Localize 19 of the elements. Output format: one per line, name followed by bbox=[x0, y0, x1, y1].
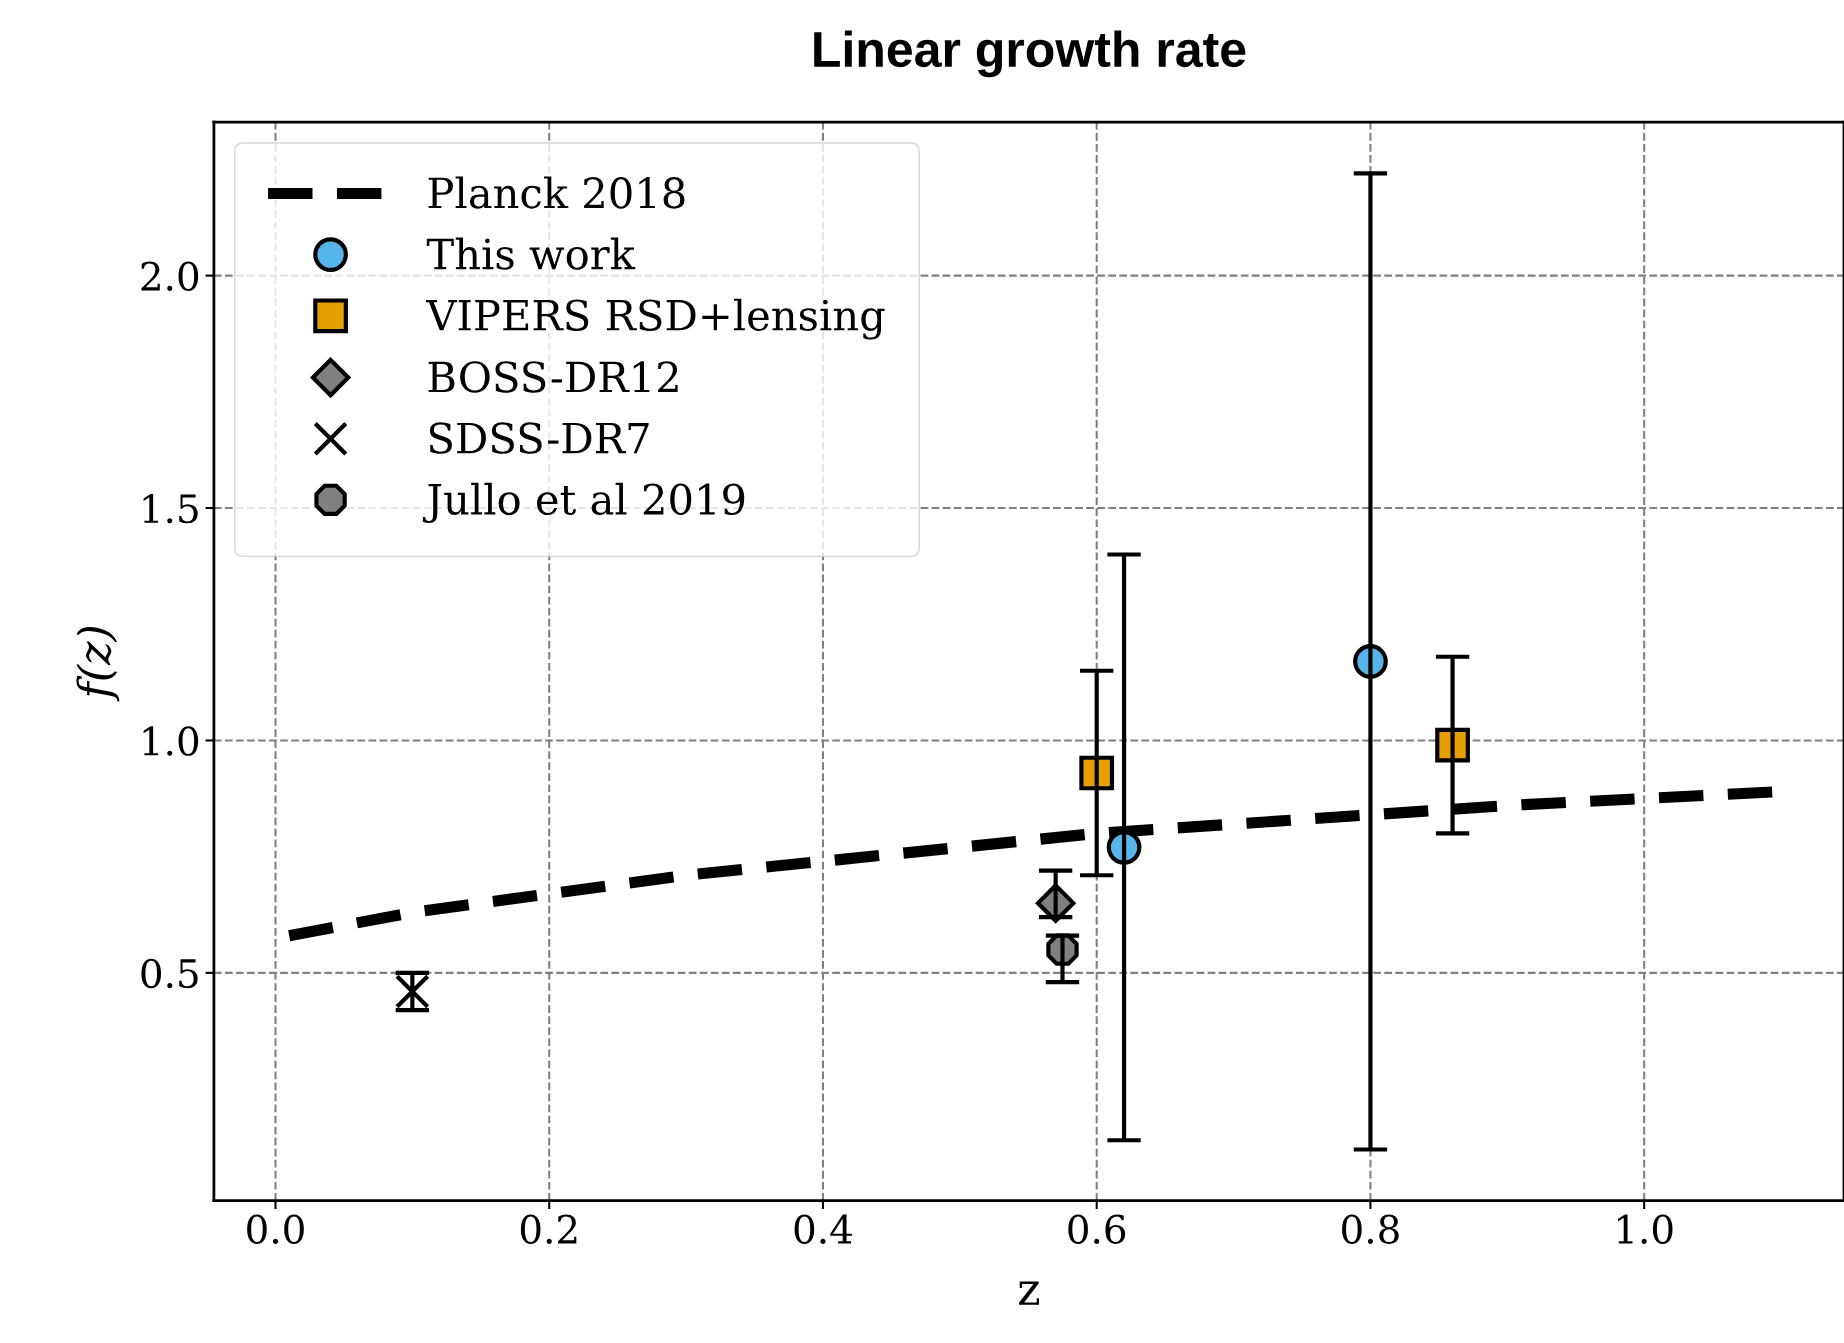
legend-label: SDSS-DR7 bbox=[429, 422, 649, 454]
chart-title: Linear growth rate bbox=[814, 30, 1246, 78]
y-tick-label: 1.0 bbox=[143, 726, 199, 756]
y-tick-label: 2.0 bbox=[141, 261, 199, 291]
x-tick-label: 0.6 bbox=[1068, 1214, 1126, 1244]
legend-label: Jullo et al 2019 bbox=[422, 482, 745, 524]
x-axis-title: z bbox=[1019, 1281, 1040, 1305]
legend-label: Planck 2018 bbox=[428, 176, 685, 209]
x-tick-label: 0.0 bbox=[247, 1214, 304, 1244]
x-tick-label: 0.4 bbox=[794, 1214, 852, 1244]
x-tick-label: 0.2 bbox=[520, 1214, 577, 1244]
legend-label: This work bbox=[426, 237, 636, 270]
y-tick-label: 1.5 bbox=[143, 493, 198, 524]
y-tick-label: 0.5 bbox=[141, 958, 198, 989]
x-tick-label: 0.8 bbox=[1342, 1214, 1399, 1244]
y-axis-title: f(z) bbox=[76, 626, 120, 702]
legend-label: VIPERS RSD+lensing bbox=[425, 298, 885, 340]
x-tick-label: 1.0 bbox=[1618, 1214, 1673, 1244]
legend-label: BOSS-DR12 bbox=[428, 361, 678, 393]
